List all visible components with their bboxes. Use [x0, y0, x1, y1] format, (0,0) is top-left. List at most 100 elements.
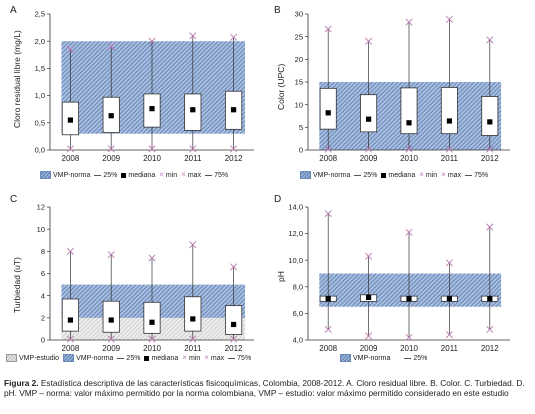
chart-c-ytick-label: 10 — [37, 225, 45, 234]
legend-dash-icon — [117, 357, 125, 359]
chart-b-ytick-label: 10 — [295, 100, 303, 109]
legend-c-25: 25% — [117, 355, 140, 362]
legend-d-vmp-norma: VMP-norma — [340, 354, 390, 362]
chart-a-ytick-label: 0,5 — [35, 118, 45, 127]
chart-d-2009-max-marker — [365, 252, 373, 260]
legend-x-icon: × — [441, 170, 446, 179]
chart-b-2011-max-marker — [445, 15, 453, 23]
chart-d-svg: 4,0 6,0 8,0 10,0 12,0 14,0 2008 2009 2010 2011 201… — [288, 203, 510, 353]
legend-d-25: 25% — [404, 355, 427, 362]
chart-d-ytick-label: 10,0 — [288, 256, 303, 265]
chart-a-2009-xtick-label: 2009 — [102, 154, 120, 163]
legend-square-icon — [144, 355, 150, 361]
chart-panel-c: 0 2 4 6 8 10 12 2008 2009 2010 2011 2012 — [0, 0, 260, 360]
legend-a-label-vmp-norma: VMP-norma — [53, 171, 91, 179]
chart-a-2012-max-marker — [230, 33, 238, 41]
chart-b-2010-median — [406, 120, 412, 126]
chart-c-ytick-label: 2 — [41, 313, 45, 322]
chart-b-2012-min-marker — [486, 145, 494, 153]
figure-caption: Figura 2. Estadística descriptiva de las… — [4, 378, 531, 398]
chart-d-2010-median — [406, 296, 412, 302]
chart-c-2012-box — [225, 305, 243, 335]
legend-b-max: × max — [441, 170, 461, 179]
legend-x-icon: × — [204, 353, 209, 362]
legend-dash-icon — [94, 174, 102, 176]
chart-a-2008-min-marker — [66, 145, 74, 153]
chart-c-svg: 0 2 4 6 8 10 12 2008 2009 2010 2011 2012 — [37, 203, 254, 353]
chart-c-ytick-label: 8 — [41, 247, 45, 256]
chart-d-ytick-label: 6,0 — [293, 309, 303, 318]
legend-a-label-75: 75% — [214, 171, 229, 179]
chart-c-ytick-label: 6 — [41, 269, 45, 278]
chart-c-2008-box — [61, 298, 79, 332]
chart-c-2010-median — [149, 319, 155, 325]
legend-a-label-25: 25% — [103, 171, 118, 179]
panel-letter-a: A — [10, 5, 17, 16]
chart-a-svg: 0,0 0,5 1,0 1,5 2,0 2,5 2008 2009 2010 2011 2012 — [35, 10, 254, 163]
chart-a-2010-median — [149, 106, 155, 112]
chart-c-2010-min-marker — [148, 335, 156, 343]
chart-d-2009-median — [366, 294, 372, 301]
chart-d-ytick-label: 4,0 — [293, 336, 303, 345]
chart-b-2009-box — [360, 94, 378, 133]
legend-c-mediana: mediana — [144, 355, 178, 362]
legend-b-min: × min — [419, 171, 437, 179]
legend-c-label-mediana: mediana — [151, 354, 179, 362]
chart-b-ytick-label: 25 — [295, 32, 303, 41]
chart-c-2011-box — [184, 296, 202, 332]
chart-b-2011-box — [440, 87, 458, 135]
chart-b-2012-xtick-label: 2012 — [481, 154, 499, 163]
legend-a-label-max: max — [187, 171, 202, 179]
chart-d-ytick-label: 8,0 — [293, 282, 303, 291]
panel-letter-b: B — [274, 5, 281, 16]
chart-b-2008-xtick-label: 2008 — [319, 154, 337, 163]
chart-d-2008-min-marker — [324, 325, 332, 333]
chart-d-2009-xtick-label: 2009 — [360, 344, 378, 353]
chart-a-ytick-label: 1,0 — [35, 91, 45, 100]
legend-b-label-mediana: mediana — [388, 171, 416, 179]
chart-a-2009-min-marker — [107, 145, 115, 153]
legend-square-icon — [381, 172, 387, 178]
chart-b-2011-xtick-label: 2011 — [441, 154, 459, 163]
chart-d-2010-min-marker — [405, 333, 413, 341]
chart-d-2010-xtick-label: 2010 — [400, 344, 418, 353]
chart-d-2010-max-marker — [405, 228, 413, 236]
chart-c-2011-median — [190, 316, 196, 322]
legend-c: VMP-estudio VMP-norma 25% mediana × min ×… — [6, 354, 251, 362]
chart-a-2012-min-marker — [230, 145, 238, 153]
legend-b-label-25: 25% — [363, 171, 378, 179]
chart-b-2012-median — [487, 119, 493, 125]
legend-a-25: 25% — [94, 172, 117, 179]
chart-d-2011-min-marker — [445, 331, 453, 339]
panel-letter-d: D — [274, 194, 282, 205]
chart-b-2008-min-marker — [324, 145, 332, 153]
legend-x-icon: × — [182, 353, 187, 362]
legend-dash-icon — [205, 174, 213, 176]
chart-b-2011-median — [446, 118, 452, 124]
chart-b-2012-max-marker — [486, 36, 494, 44]
chart-a-2012-xtick-label: 2012 — [225, 154, 243, 163]
chart-d-2009-min-marker — [365, 332, 373, 340]
chart-a-2011-median — [190, 107, 196, 113]
chart-c-2012-xtick-label: 2012 — [225, 344, 243, 353]
chart-c-2011-max-marker — [189, 241, 197, 249]
legend-d-label-vmp-norma: VMP-norma — [353, 354, 391, 362]
chart-c-2009-min-marker — [107, 335, 115, 343]
chart-d-2011-xtick-label: 2011 — [441, 344, 459, 353]
chart-c-2009-median — [108, 317, 114, 323]
legend-dash-icon — [228, 357, 236, 359]
legend-a-label-min: min — [165, 171, 178, 179]
legend-c-max: × max — [204, 353, 224, 362]
chart-a-ytick-label: 2,0 — [35, 37, 45, 46]
chart-b-2008-median — [325, 110, 331, 116]
chart-c-2009-xtick-label: 2009 — [102, 344, 120, 353]
legend-b-75: 75% — [465, 172, 488, 179]
legend-d: VMP-norma 25% — [340, 354, 427, 362]
chart-c-2011-xtick-label: 2011 — [184, 344, 202, 353]
chart-c-ytick-label: 0 — [41, 336, 45, 345]
chart-b-ytick-label: 20 — [295, 55, 303, 64]
chart-b-2010-xtick-label: 2010 — [400, 154, 418, 163]
chart-a-2009-max-marker — [107, 43, 115, 51]
legend-a-75: 75% — [205, 172, 228, 179]
chart-d-2011-max-marker — [445, 259, 453, 267]
